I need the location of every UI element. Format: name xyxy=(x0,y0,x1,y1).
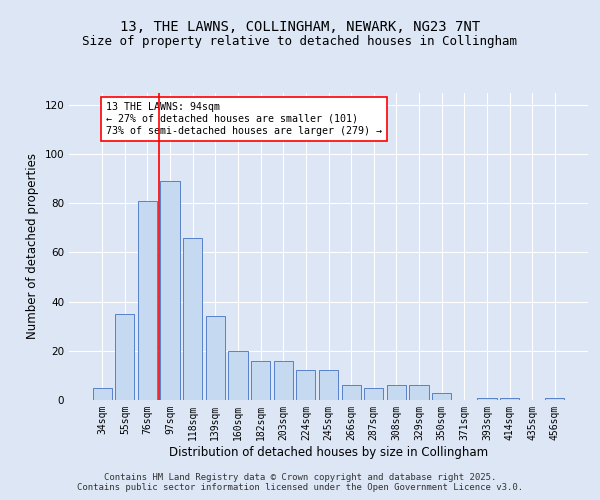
Bar xyxy=(183,238,202,400)
Bar xyxy=(206,316,225,400)
Bar xyxy=(387,385,406,400)
Bar xyxy=(319,370,338,400)
X-axis label: Distribution of detached houses by size in Collingham: Distribution of detached houses by size … xyxy=(169,446,488,458)
Text: 13 THE LAWNS: 94sqm
← 27% of detached houses are smaller (101)
73% of semi-detac: 13 THE LAWNS: 94sqm ← 27% of detached ho… xyxy=(106,102,382,136)
Bar xyxy=(500,398,519,400)
Text: Contains HM Land Registry data © Crown copyright and database right 2025.: Contains HM Land Registry data © Crown c… xyxy=(104,472,496,482)
Text: Size of property relative to detached houses in Collingham: Size of property relative to detached ho… xyxy=(83,35,517,48)
Bar xyxy=(432,392,451,400)
Bar xyxy=(409,385,428,400)
Bar xyxy=(341,385,361,400)
Bar xyxy=(251,360,270,400)
Bar xyxy=(296,370,316,400)
Bar xyxy=(364,388,383,400)
Y-axis label: Number of detached properties: Number of detached properties xyxy=(26,153,39,339)
Bar xyxy=(477,398,497,400)
Bar xyxy=(115,314,134,400)
Text: 13, THE LAWNS, COLLINGHAM, NEWARK, NG23 7NT: 13, THE LAWNS, COLLINGHAM, NEWARK, NG23 … xyxy=(120,20,480,34)
Bar xyxy=(274,360,293,400)
Bar xyxy=(160,181,180,400)
Bar xyxy=(92,388,112,400)
Bar xyxy=(545,398,565,400)
Bar xyxy=(138,200,157,400)
Text: Contains public sector information licensed under the Open Government Licence v3: Contains public sector information licen… xyxy=(77,484,523,492)
Bar xyxy=(229,351,248,400)
